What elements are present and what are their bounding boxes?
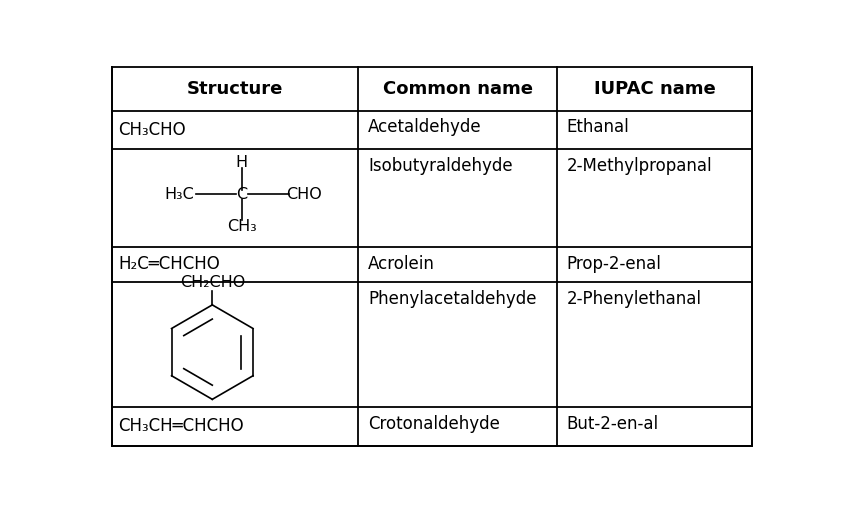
- Text: CH₃: CH₃: [227, 219, 256, 234]
- Text: Common name: Common name: [383, 80, 533, 98]
- Text: 2-Methylpropanal: 2-Methylpropanal: [566, 157, 712, 175]
- Text: Crotonaldehyde: Crotonaldehyde: [368, 415, 500, 432]
- Text: H₂C═CHCHO: H₂C═CHCHO: [118, 256, 220, 273]
- Text: Prop-2-enal: Prop-2-enal: [566, 255, 662, 273]
- Text: Acrolein: Acrolein: [368, 255, 435, 273]
- Text: CH₃CHO: CH₃CHO: [118, 121, 186, 139]
- Text: Acetaldehyde: Acetaldehyde: [368, 118, 482, 137]
- Text: CH₃CH═CHCHO: CH₃CH═CHCHO: [118, 418, 244, 435]
- Text: CHO: CHO: [286, 187, 322, 202]
- Text: C: C: [236, 187, 247, 202]
- Text: Phenylacetaldehyde: Phenylacetaldehyde: [368, 290, 537, 308]
- Text: Ethanal: Ethanal: [566, 118, 630, 137]
- Text: IUPAC name: IUPAC name: [593, 80, 716, 98]
- Text: Isobutyraldehyde: Isobutyraldehyde: [368, 157, 513, 175]
- Text: Structure: Structure: [187, 80, 283, 98]
- Text: H₃C: H₃C: [164, 187, 195, 202]
- Text: But-2-en-al: But-2-en-al: [566, 415, 659, 432]
- Text: CH₂CHO: CH₂CHO: [180, 275, 245, 290]
- Text: H: H: [236, 154, 248, 170]
- Text: 2-Phenylethanal: 2-Phenylethanal: [566, 290, 701, 308]
